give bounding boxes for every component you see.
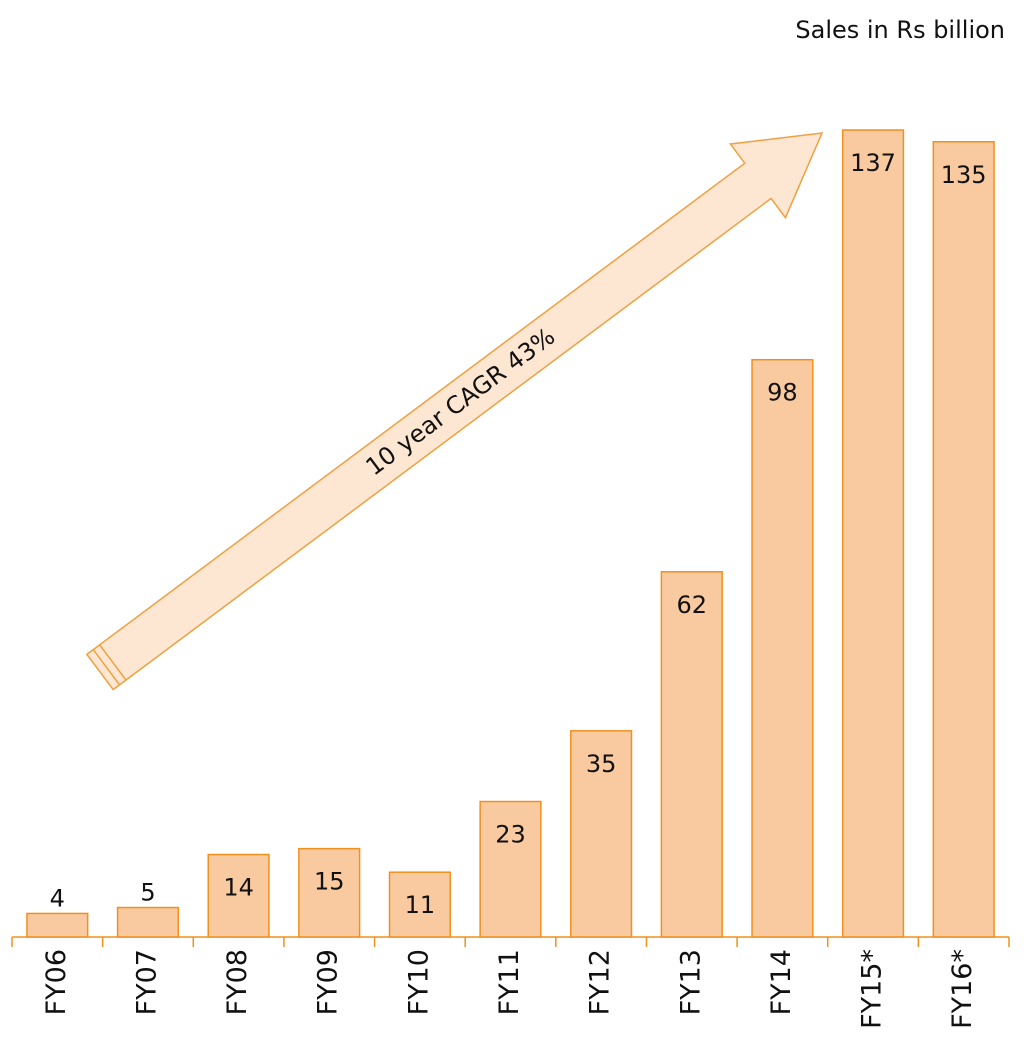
x-tick-label: FY13 (675, 949, 706, 1015)
value-label: 135 (941, 161, 987, 189)
value-label: 15 (314, 868, 345, 896)
bar (841, 129, 905, 938)
value-label: 11 (405, 891, 436, 919)
annotation: 10 year CAGR 43% (361, 322, 561, 481)
x-tick-label: FY16* (947, 949, 978, 1029)
value-label: 23 (495, 821, 526, 849)
value-label: 5 (140, 879, 155, 907)
x-tick-label: FY11 (494, 949, 525, 1015)
x-tick-label: FY10 (403, 949, 434, 1015)
bar (570, 730, 633, 938)
value-label: 35 (586, 750, 617, 778)
value-label: 137 (850, 149, 896, 177)
x-tick-label: FY14 (766, 949, 797, 1015)
bar (479, 800, 542, 938)
chart-subtitle: Sales in Rs billion (795, 16, 1005, 44)
bar (932, 141, 995, 938)
x-tick-label: FY09 (313, 949, 344, 1015)
value-label: 98 (767, 379, 798, 407)
value-label: 4 (50, 884, 65, 912)
bar (207, 853, 270, 938)
bar (751, 358, 814, 938)
x-tick-label: FY06 (41, 949, 72, 1015)
value-label: 14 (223, 874, 254, 902)
value-label: 62 (676, 591, 707, 619)
arrow-stripe (99, 644, 127, 681)
arrow-stripe (92, 649, 121, 686)
bar (298, 847, 361, 938)
arrow (85, 132, 824, 691)
bar (26, 912, 89, 938)
bar (660, 571, 723, 938)
x-tick-label: FY07 (131, 949, 162, 1015)
bar (388, 871, 451, 938)
x-tick-label: FY15* (857, 949, 888, 1029)
bar (116, 906, 180, 938)
x-tick-label: FY08 (222, 949, 253, 1015)
x-tick-label: FY12 (585, 949, 616, 1015)
